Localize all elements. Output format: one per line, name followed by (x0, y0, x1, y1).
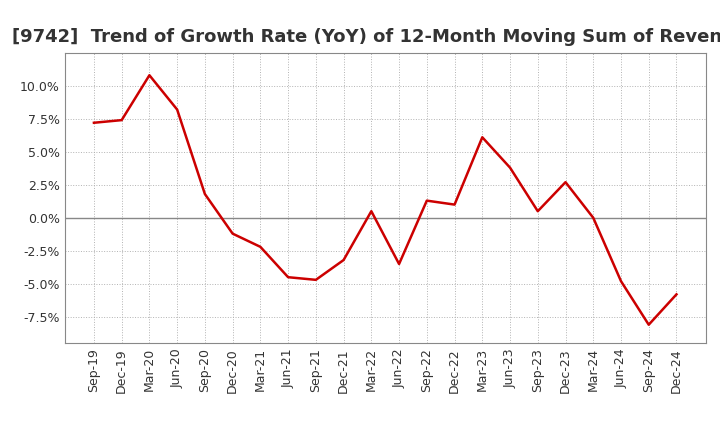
Title: [9742]  Trend of Growth Rate (YoY) of 12-Month Moving Sum of Revenues: [9742] Trend of Growth Rate (YoY) of 12-… (12, 28, 720, 46)
